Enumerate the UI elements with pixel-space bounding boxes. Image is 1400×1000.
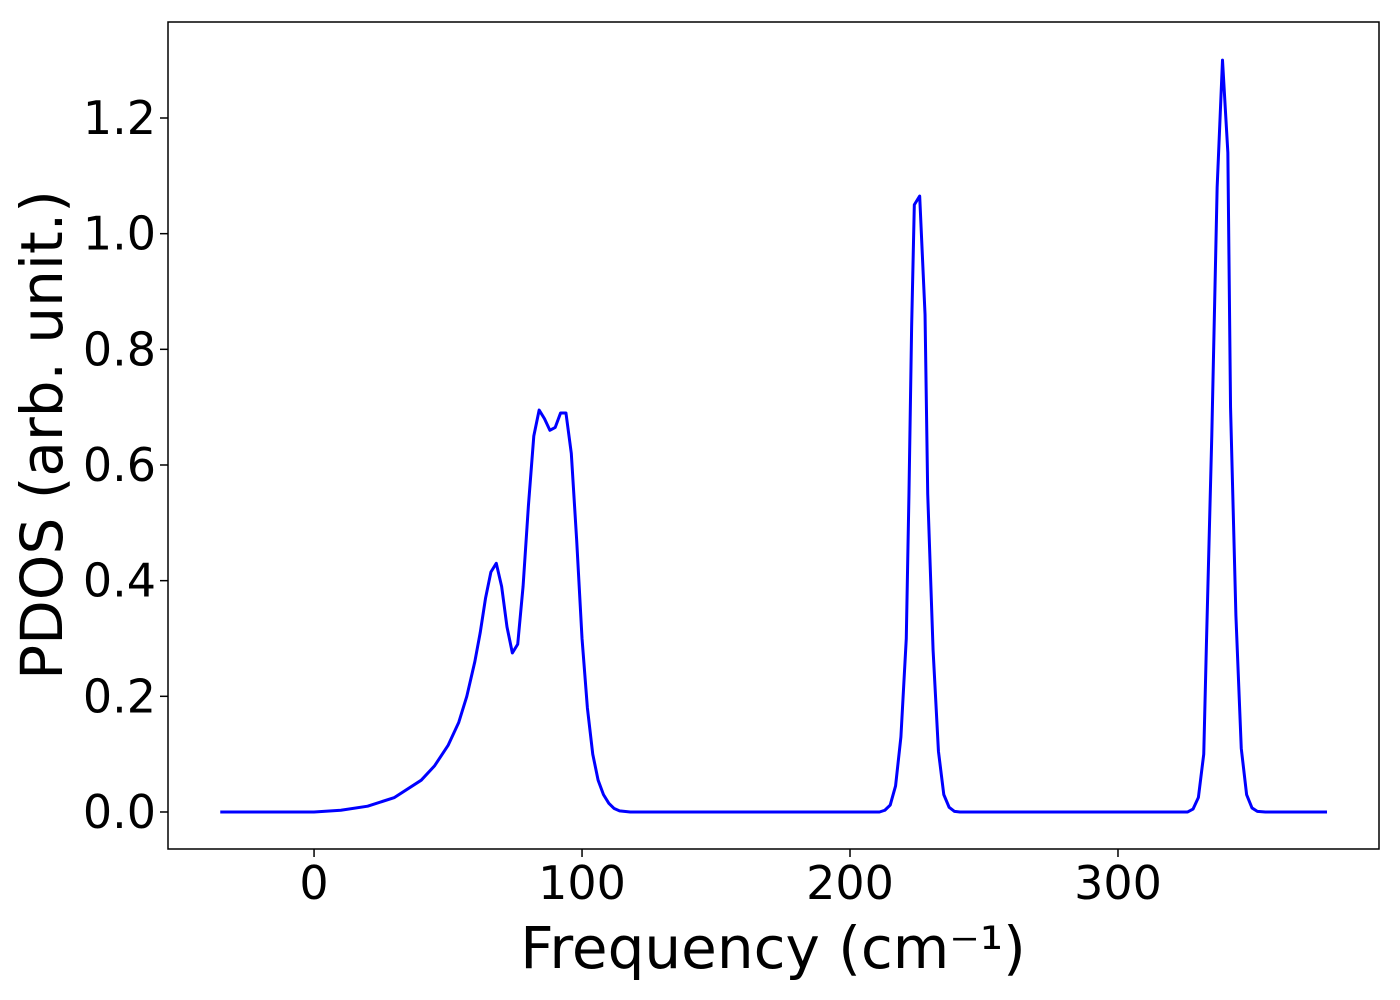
y-tick-label: 0.8 bbox=[83, 322, 156, 376]
x-tick-label: 200 bbox=[806, 856, 894, 910]
y-tick-label: 0.2 bbox=[83, 669, 156, 723]
x-tick-label: 300 bbox=[1074, 856, 1162, 910]
y-tick-label: 0.0 bbox=[83, 785, 156, 839]
data-line bbox=[220, 58, 1328, 814]
plot-frame bbox=[167, 21, 1380, 850]
y-tick-label: 1.2 bbox=[83, 91, 156, 145]
y-tick-label: 0.6 bbox=[83, 438, 156, 492]
x-tick-label: 0 bbox=[299, 856, 328, 910]
x-tick-label: 100 bbox=[538, 856, 626, 910]
y-tick-label: 1.0 bbox=[83, 207, 156, 261]
y-tick-label: 0.4 bbox=[83, 554, 156, 608]
y-axis-label: PDOS (arb. unit.) bbox=[8, 190, 76, 680]
x-axis-label: Frequency (cm⁻¹) bbox=[520, 914, 1026, 982]
